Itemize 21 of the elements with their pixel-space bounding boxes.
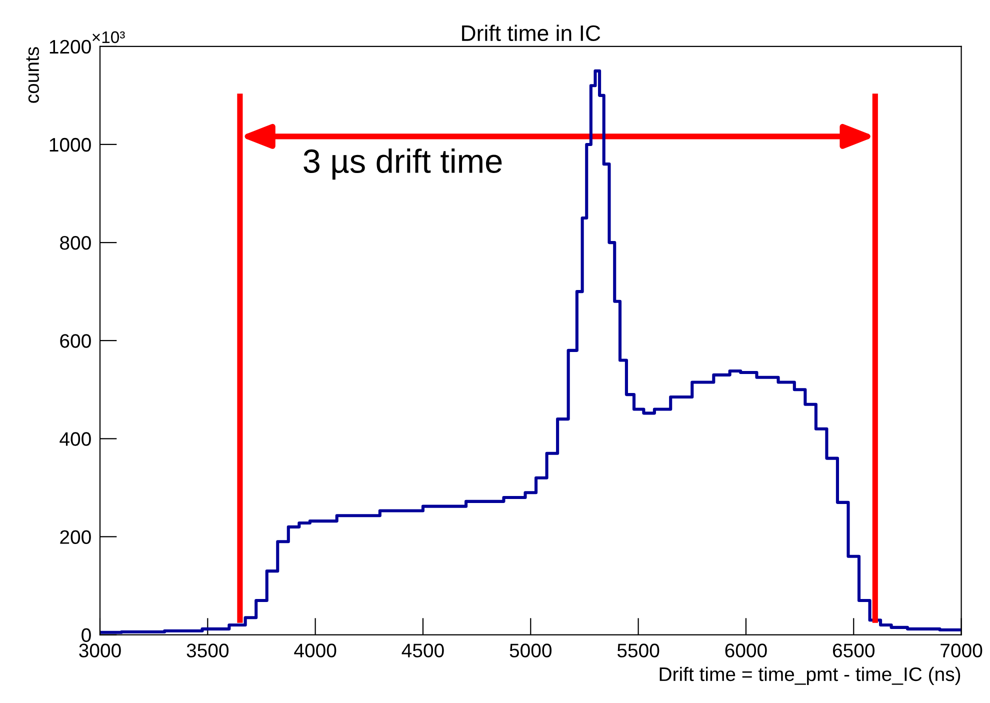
x-axis-title: Drift time = time_pmt - time_IC (ns) [660, 666, 960, 685]
x-tick-label: 7000 [940, 644, 982, 658]
text: ×10³ [92, 31, 125, 44]
y-tick-label: 600 [60, 334, 91, 348]
annotation: 3 µs drift time [304, 148, 502, 180]
x-tick-label: 6500 [832, 644, 874, 658]
y-axis-title: counts [26, 47, 40, 103]
x-tick-label: 5500 [617, 644, 660, 658]
y-tick-label: 800 [60, 236, 91, 250]
x-tick-label: 3000 [79, 644, 121, 658]
y-tick-label: 200 [60, 530, 91, 544]
chart-title: Drift time in IC [462, 24, 600, 42]
x-tick-label: 3500 [186, 644, 229, 658]
y-tick-label: 400 [60, 432, 91, 446]
x-tick-label: 6000 [725, 644, 767, 658]
x-tick-label: 4000 [294, 644, 336, 658]
y-tick-label: 0 [82, 628, 91, 642]
y-tick-label: 1200 [50, 40, 91, 54]
x-tick-label: 4500 [402, 644, 444, 658]
x-tick-label: 5000 [510, 644, 552, 658]
y-tick-label: 1000 [50, 138, 91, 152]
